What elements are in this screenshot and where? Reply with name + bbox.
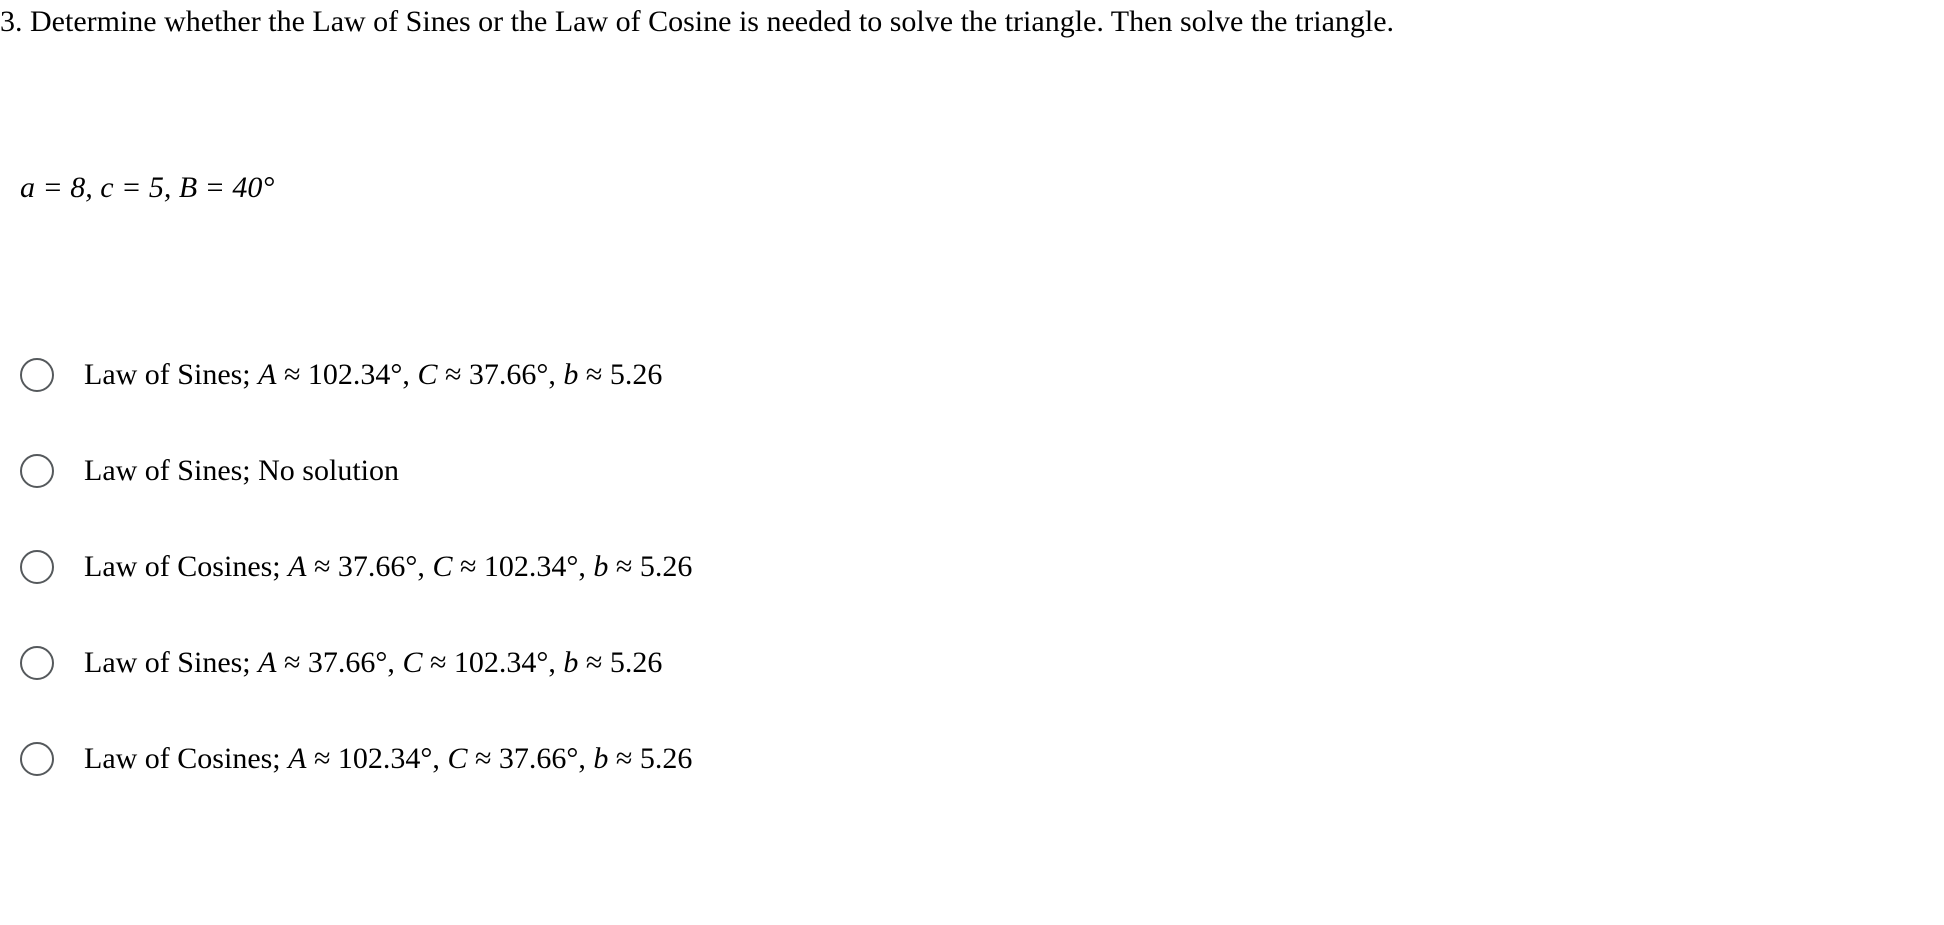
option-text: Law of Cosines; A ≈ 37.66°, C ≈ 102.34°,… xyxy=(84,550,692,584)
option-text: Law of Cosines; A ≈ 102.34°, C ≈ 37.66°,… xyxy=(84,742,692,776)
option-row[interactable]: Law of Cosines; A ≈ 102.34°, C ≈ 37.66°,… xyxy=(20,739,1944,779)
radio-icon[interactable] xyxy=(20,454,54,488)
option-row[interactable]: Law of Sines; A ≈ 37.66°, C ≈ 102.34°, b… xyxy=(20,643,1944,683)
question-prompt: 3. Determine whether the Law of Sines or… xyxy=(0,0,1944,41)
option-text: Law of Sines; No solution xyxy=(84,454,399,488)
option-row[interactable]: Law of Cosines; A ≈ 37.66°, C ≈ 102.34°,… xyxy=(20,547,1944,587)
given-values: a = 8, c = 5, B = 40° xyxy=(20,171,1944,205)
option-text: Law of Sines; A ≈ 37.66°, C ≈ 102.34°, b… xyxy=(84,646,662,680)
question-number: 3. xyxy=(0,5,23,38)
option-row[interactable]: Law of Sines; No solution xyxy=(20,451,1944,491)
options-list: Law of Sines; A ≈ 102.34°, C ≈ 37.66°, b… xyxy=(20,355,1944,779)
radio-icon[interactable] xyxy=(20,550,54,584)
radio-icon[interactable] xyxy=(20,358,54,392)
question-page: 3. Determine whether the Law of Sines or… xyxy=(0,0,1944,779)
question-text: Determine whether the Law of Sines or th… xyxy=(30,5,1394,38)
radio-icon[interactable] xyxy=(20,646,54,680)
option-text: Law of Sines; A ≈ 102.34°, C ≈ 37.66°, b… xyxy=(84,358,662,392)
option-row[interactable]: Law of Sines; A ≈ 102.34°, C ≈ 37.66°, b… xyxy=(20,355,1944,395)
radio-icon[interactable] xyxy=(20,742,54,776)
